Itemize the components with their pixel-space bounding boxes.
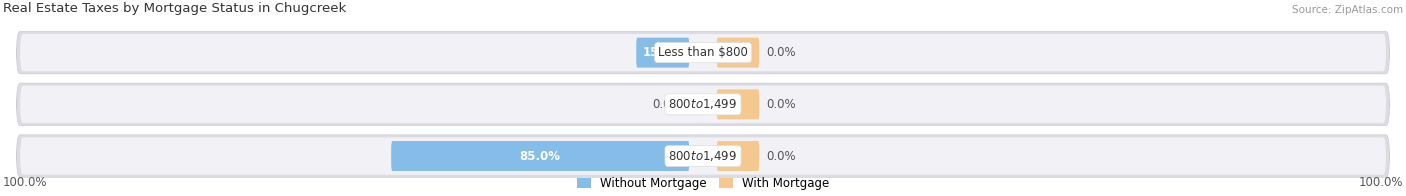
FancyBboxPatch shape: [717, 38, 759, 68]
Text: 100.0%: 100.0%: [1358, 176, 1403, 189]
Text: Real Estate Taxes by Mortgage Status in Chugcreek: Real Estate Taxes by Mortgage Status in …: [3, 2, 346, 15]
Text: 100.0%: 100.0%: [3, 176, 48, 189]
FancyBboxPatch shape: [17, 135, 1389, 177]
Text: 15.0%: 15.0%: [643, 46, 683, 59]
Text: $800 to $1,499: $800 to $1,499: [668, 149, 738, 163]
Text: 0.0%: 0.0%: [766, 98, 796, 111]
Legend: Without Mortgage, With Mortgage: Without Mortgage, With Mortgage: [572, 172, 834, 195]
FancyBboxPatch shape: [391, 141, 689, 171]
FancyBboxPatch shape: [717, 89, 759, 119]
Text: 85.0%: 85.0%: [520, 150, 561, 162]
Text: $800 to $1,499: $800 to $1,499: [668, 97, 738, 111]
Text: 0.0%: 0.0%: [766, 46, 796, 59]
FancyBboxPatch shape: [17, 31, 1389, 74]
Text: Source: ZipAtlas.com: Source: ZipAtlas.com: [1292, 5, 1403, 15]
Text: 0.0%: 0.0%: [766, 150, 796, 162]
Text: Less than $800: Less than $800: [658, 46, 748, 59]
FancyBboxPatch shape: [20, 86, 1386, 123]
Text: 0.0%: 0.0%: [652, 98, 682, 111]
FancyBboxPatch shape: [637, 38, 689, 68]
FancyBboxPatch shape: [17, 83, 1389, 125]
FancyBboxPatch shape: [20, 34, 1386, 71]
FancyBboxPatch shape: [717, 141, 759, 171]
FancyBboxPatch shape: [20, 137, 1386, 175]
